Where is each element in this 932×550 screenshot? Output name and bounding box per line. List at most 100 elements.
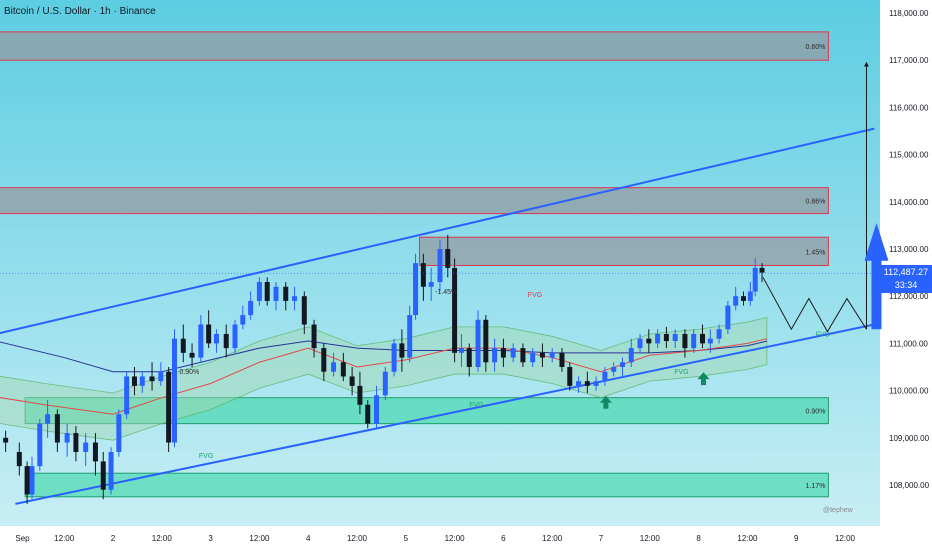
candle-body — [189, 352, 195, 358]
chart-annotation: FVG — [199, 453, 213, 460]
y-tick-label: 109,000.00 — [889, 434, 930, 443]
candle — [437, 239, 443, 292]
candle — [3, 430, 9, 452]
channel-upper-line — [0, 127, 875, 335]
candle-body — [283, 286, 289, 301]
candle-body — [549, 352, 555, 358]
candle — [331, 352, 337, 377]
chart-annotation: -1.45% — [435, 289, 457, 296]
candle — [374, 385, 380, 429]
candle-body — [420, 263, 426, 287]
candle — [73, 426, 79, 462]
candle — [256, 277, 262, 306]
candle — [407, 305, 413, 363]
candle — [759, 263, 765, 283]
candle — [663, 326, 669, 349]
candle-body — [37, 423, 43, 467]
candle-body — [171, 338, 177, 443]
candle-body — [628, 348, 634, 363]
candle — [483, 315, 489, 372]
candle-body — [458, 348, 464, 353]
candle — [158, 362, 164, 386]
candle-body — [584, 381, 590, 386]
candle-body — [340, 362, 346, 377]
bullish-arrow-icon — [864, 223, 889, 330]
candle — [466, 343, 472, 377]
candle-body — [365, 404, 371, 424]
candle — [452, 258, 458, 363]
candle — [131, 367, 137, 396]
candle-body — [682, 333, 688, 349]
candle — [248, 291, 254, 320]
candle-body — [740, 296, 746, 301]
candle-body — [700, 333, 706, 344]
candle-body — [54, 414, 60, 443]
candle — [273, 282, 279, 311]
candle — [108, 447, 114, 495]
candle-body — [691, 333, 697, 349]
candle — [399, 329, 405, 372]
candle-body — [619, 362, 625, 367]
candle-body — [64, 433, 70, 443]
candle-body — [240, 315, 246, 325]
candle — [223, 324, 229, 358]
candle — [655, 329, 661, 349]
candle — [311, 319, 317, 358]
candle — [510, 343, 516, 363]
candle — [357, 371, 363, 415]
candle — [413, 253, 419, 320]
candle-body — [510, 348, 516, 358]
zone-label: 0.60% — [806, 44, 826, 51]
zone-support — [24, 397, 829, 425]
candle-body — [116, 414, 122, 452]
candle-body — [108, 451, 114, 490]
y-tick-label: 116,000.00 — [889, 103, 929, 112]
y-tick-label: 110,000.00 — [889, 387, 929, 396]
candle — [382, 367, 388, 401]
x-tick-label: 8 — [696, 534, 701, 543]
candle — [725, 300, 731, 334]
candle-body — [445, 249, 451, 268]
candle — [549, 348, 555, 363]
x-tick-label: 7 — [599, 534, 604, 543]
y-tick-label: 114,000.00 — [889, 198, 929, 207]
candle-body — [593, 381, 599, 386]
candle-body — [301, 296, 307, 325]
candle — [206, 310, 212, 349]
candle — [365, 400, 371, 429]
candle — [520, 343, 526, 367]
x-tick-label: 5 — [404, 534, 409, 543]
candle-body — [646, 338, 652, 344]
candle-body — [131, 376, 137, 386]
x-tick-label: 12:00 — [835, 534, 856, 543]
candle-body — [576, 381, 582, 386]
y-tick-label: 117,000.00 — [889, 56, 929, 65]
candle — [445, 234, 451, 278]
candle — [707, 329, 713, 353]
candle-body — [655, 333, 661, 344]
x-tick-label: 2 — [111, 534, 116, 543]
candle — [149, 362, 155, 391]
chart-annotation: FVG — [816, 331, 830, 338]
candle-body — [492, 348, 498, 363]
candle-body — [707, 338, 713, 344]
candle-body — [437, 249, 443, 283]
candle — [420, 253, 426, 301]
candle — [64, 423, 70, 457]
x-tick-label: 12:00 — [542, 534, 563, 543]
y-tick-label: 112,000.00 — [889, 292, 929, 301]
candle-body — [331, 362, 337, 372]
moving-average-blue — [0, 340, 768, 373]
candle-body — [374, 395, 380, 424]
candle — [283, 282, 289, 311]
candle — [646, 329, 652, 353]
candle-body — [273, 286, 279, 301]
candle — [428, 267, 434, 301]
candle-body — [716, 329, 722, 339]
zone-label: 0.90% — [806, 409, 826, 416]
candle — [752, 258, 758, 297]
candle — [593, 376, 599, 391]
candle-body — [357, 385, 363, 405]
